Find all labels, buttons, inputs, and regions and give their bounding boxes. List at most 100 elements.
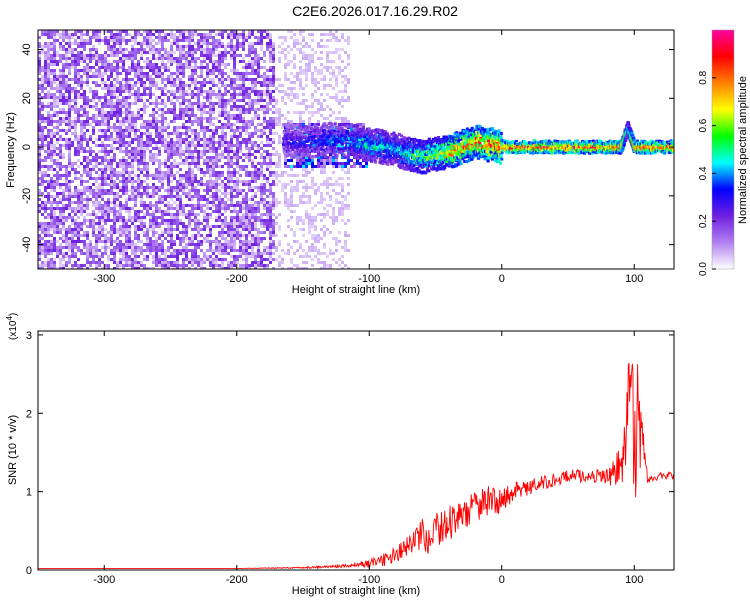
heatmap-cell — [266, 201, 269, 204]
heatmap-cell — [44, 78, 47, 81]
heatmap-cell — [152, 81, 155, 84]
heatmap-cell — [110, 87, 113, 90]
heatmap-cell — [194, 138, 197, 141]
heatmap-cell — [47, 117, 50, 120]
heatmap-cell — [62, 45, 65, 48]
heatmap-cell — [260, 57, 263, 60]
heatmap-cell — [149, 174, 152, 177]
heatmap-cell — [155, 42, 158, 45]
heatmap-cell — [164, 87, 167, 90]
heatmap-cell — [167, 210, 170, 213]
heatmap-cell — [83, 147, 86, 150]
heatmap-cell — [272, 84, 275, 87]
heatmap-cell — [146, 228, 149, 231]
heatmap-cell — [188, 213, 191, 216]
heatmap-cell — [119, 81, 122, 84]
heatmap-cell — [236, 177, 239, 180]
heatmap-cell — [137, 177, 140, 180]
heatmap-cell — [197, 243, 200, 246]
heatmap-cell — [269, 141, 272, 144]
heatmap-cell — [95, 267, 98, 269]
heatmap-cell — [50, 246, 53, 249]
heatmap-cell — [176, 222, 179, 225]
heatmap-cell — [245, 96, 248, 99]
heatmap-cell — [68, 240, 71, 243]
heatmap-cell — [233, 54, 236, 57]
heatmap-cell — [173, 84, 176, 87]
heatmap-cell — [146, 51, 149, 54]
heatmap-cell — [287, 132, 290, 135]
heatmap-cell — [209, 138, 212, 141]
heatmap-cell — [191, 180, 194, 183]
heatmap-cell — [86, 171, 89, 174]
heatmap-cell — [47, 231, 50, 234]
heatmap-cell — [134, 237, 137, 240]
heatmap-cell — [56, 138, 59, 141]
heatmap-cell — [182, 30, 185, 33]
heatmap-cell — [176, 228, 179, 231]
heatmap-cell — [182, 141, 185, 144]
heatmap-cell — [173, 108, 176, 111]
heatmap-cell — [140, 198, 143, 201]
heatmap-cell — [215, 255, 218, 258]
heatmap-cell — [272, 99, 275, 102]
heatmap-cell — [134, 57, 137, 60]
heatmap-cell — [110, 219, 113, 222]
heatmap-cell — [95, 246, 98, 249]
heatmap-cell — [65, 117, 68, 120]
heatmap-cell — [230, 231, 233, 234]
heatmap-cell — [218, 267, 221, 269]
heatmap-cell — [65, 246, 68, 249]
heatmap-cell — [83, 246, 86, 249]
heatmap-cell — [98, 108, 101, 111]
heatmap-cell — [113, 261, 116, 264]
heatmap-cell — [77, 216, 80, 219]
heatmap-cell — [101, 267, 104, 269]
heatmap-cell — [167, 255, 170, 258]
heatmap-cell — [203, 159, 206, 162]
heatmap-cell — [41, 249, 44, 252]
heatmap-cell — [86, 267, 89, 269]
heatmap-cell — [38, 204, 41, 207]
heatmap-cell — [275, 234, 278, 237]
heatmap-cell — [248, 252, 251, 255]
heatmap-cell — [68, 63, 71, 66]
heatmap-cell — [134, 159, 137, 162]
heatmap-cell — [269, 192, 272, 195]
heatmap-cell — [65, 75, 68, 78]
heatmap-cell — [173, 228, 176, 231]
heatmap-cell — [221, 105, 224, 108]
heatmap-cell — [92, 231, 95, 234]
heatmap-cell — [113, 90, 116, 93]
heatmap-cell — [47, 93, 50, 96]
heatmap-cell — [38, 264, 41, 267]
heatmap-cell — [113, 48, 116, 51]
heatmap-cell — [221, 234, 224, 237]
heatmap-cell — [134, 33, 137, 36]
heatmap-cell — [191, 237, 194, 240]
heatmap-cell — [65, 123, 68, 126]
heatmap-cell — [227, 99, 230, 102]
heatmap-cell — [122, 48, 125, 51]
heatmap-cell — [251, 90, 254, 93]
heatmap-cell — [98, 174, 101, 177]
heatmap-cell — [230, 135, 233, 138]
heatmap-cell — [275, 198, 278, 201]
heatmap-cell — [257, 177, 260, 180]
heatmap-cell — [215, 195, 218, 198]
heatmap-cell — [95, 216, 98, 219]
heatmap-cell — [143, 267, 146, 269]
heatmap-cell — [113, 87, 116, 90]
heatmap-cell — [254, 240, 257, 243]
heatmap-cell — [251, 219, 254, 222]
heatmap-cell — [161, 198, 164, 201]
heatmap-cell — [182, 213, 185, 216]
heatmap-cell — [227, 162, 230, 165]
heatmap-cell — [302, 39, 305, 42]
heatmap-cell — [59, 99, 62, 102]
heatmap-cell — [101, 171, 104, 174]
heatmap-cell — [200, 111, 203, 114]
heatmap-cell — [122, 228, 125, 231]
heatmap-cell — [119, 240, 122, 243]
heatmap-cell — [215, 33, 218, 36]
